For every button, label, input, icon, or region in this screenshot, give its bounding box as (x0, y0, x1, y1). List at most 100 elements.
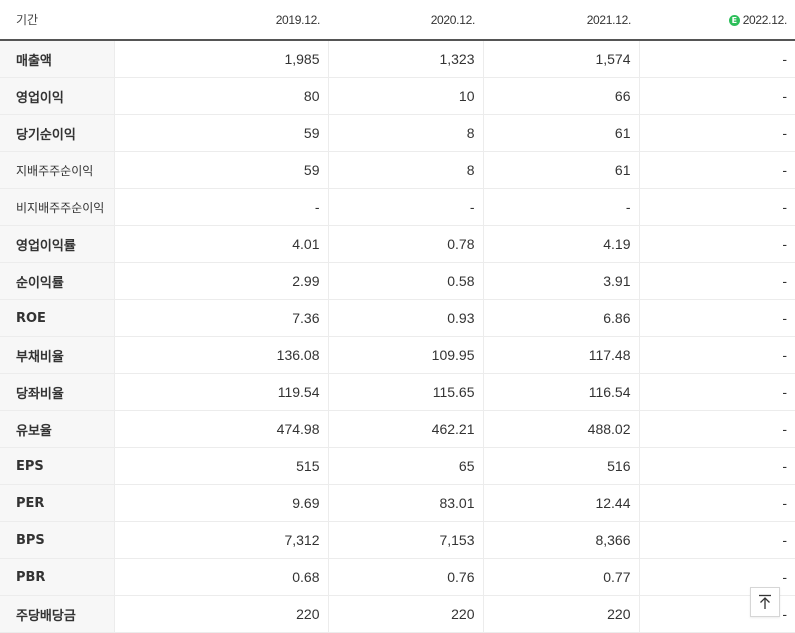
row-value: 0.78 (328, 225, 484, 263)
row-value: 65 (328, 447, 484, 485)
row-value: 7.36 (114, 299, 329, 337)
scroll-to-top-button[interactable] (750, 587, 780, 617)
table-row: PBR 0.68 0.76 0.77- (0, 558, 795, 596)
table-row: 지배주주순이익 59 8 61- (0, 151, 795, 189)
row-label: 유보율 (0, 410, 115, 448)
row-value: 83.01 (328, 484, 484, 522)
row-value: 136.08 (114, 336, 329, 374)
row-value: - (114, 188, 329, 226)
row-label: 당좌비율 (0, 373, 115, 411)
row-value: 220 (328, 595, 484, 633)
row-value: - (639, 188, 795, 226)
year-header-estimate: E 2022.12. (639, 0, 795, 41)
row-value: 462.21 (328, 410, 484, 448)
row-value: 220 (114, 595, 329, 633)
table-row: 당좌비율 119.54 115.65 116.54- (0, 373, 795, 411)
row-label: 주당배당금 (0, 595, 115, 633)
row-value: 59 (114, 151, 329, 189)
row-label: PBR (0, 558, 115, 596)
table-row: EPS 515 65 516- (0, 447, 795, 485)
table-row: 당기순이익 59 8 61- (0, 114, 795, 152)
row-value: 2.99 (114, 262, 329, 300)
row-value: 4.19 (483, 225, 640, 263)
row-label: 영업이익 (0, 77, 115, 115)
row-value: 66 (483, 77, 640, 115)
row-value: - (483, 188, 640, 226)
table-header-row: 기간 2019.12. 2020.12. 2021.12. E 2022.12. (0, 0, 795, 41)
row-value: 0.77 (483, 558, 640, 596)
row-value: 0.76 (328, 558, 484, 596)
table-row: 비지배주주순이익 - - - - (0, 188, 795, 226)
row-value: 516 (483, 447, 640, 485)
row-value: 7,312 (114, 521, 329, 559)
row-value: 515 (114, 447, 329, 485)
row-label: EPS (0, 447, 115, 485)
row-value: 10 (328, 77, 484, 115)
row-value: 8 (328, 151, 484, 189)
period-header: 기간 (0, 0, 114, 41)
row-label: 당기순이익 (0, 114, 115, 152)
row-value: 119.54 (114, 373, 329, 411)
row-value: 0.93 (328, 299, 484, 337)
row-value: - (639, 447, 795, 485)
row-value: - (639, 114, 795, 152)
table-row: 순이익률 2.99 0.58 3.91- (0, 262, 795, 300)
row-label: ROE (0, 299, 115, 337)
row-label: PER (0, 484, 115, 522)
row-value: 59 (114, 114, 329, 152)
table-row: 매출액 1,985 1,323 1,574- (0, 40, 795, 78)
row-value: - (328, 188, 484, 226)
arrow-up-to-top-icon (759, 594, 771, 609)
row-value: 4.01 (114, 225, 329, 263)
table-row: 주당배당금 220 220 220- (0, 595, 795, 633)
table-row: 영업이익 80 10 66- (0, 77, 795, 115)
row-value: - (639, 262, 795, 300)
row-value: - (639, 521, 795, 559)
row-label: 비지배주주순이익 (0, 188, 115, 226)
row-label: 부채비율 (0, 336, 115, 374)
row-value: - (639, 225, 795, 263)
table-row: PER 9.69 83.01 12.44- (0, 484, 795, 522)
row-label: 순이익률 (0, 262, 115, 300)
estimate-badge-icon: E (728, 14, 740, 26)
row-value: 7,153 (328, 521, 484, 559)
row-value: 3.91 (483, 262, 640, 300)
year-header: 2019.12. (114, 0, 328, 41)
row-value: - (639, 77, 795, 115)
table-row: BPS 7,312 7,153 8,366- (0, 521, 795, 559)
row-value: 8 (328, 114, 484, 152)
row-value: - (639, 410, 795, 448)
row-label: 영업이익률 (0, 225, 115, 263)
row-label: BPS (0, 521, 115, 559)
row-value: 6.86 (483, 299, 640, 337)
row-value: 220 (483, 595, 640, 633)
row-value: 61 (483, 151, 640, 189)
row-label: 매출액 (0, 40, 115, 78)
row-value: - (639, 336, 795, 374)
year-header-label: 2022.12. (742, 12, 788, 27)
table-row: ROE 7.36 0.93 6.86- (0, 299, 795, 337)
row-value: 9.69 (114, 484, 329, 522)
row-value: 116.54 (483, 373, 640, 411)
row-value: 0.68 (114, 558, 329, 596)
table-row: 부채비율 136.08 109.95 117.48- (0, 336, 795, 374)
row-value: - (639, 40, 795, 78)
row-value: 12.44 (483, 484, 640, 522)
row-value: - (639, 151, 795, 189)
row-value: - (639, 299, 795, 337)
row-value: 1,323 (328, 40, 484, 78)
row-value: 1,574 (483, 40, 640, 78)
row-label: 지배주주순이익 (0, 151, 115, 189)
row-value: 488.02 (483, 410, 640, 448)
row-value: 115.65 (328, 373, 484, 411)
year-header: 2020.12. (328, 0, 483, 41)
row-value: 61 (483, 114, 640, 152)
table-row: 영업이익률 4.01 0.78 4.19- (0, 225, 795, 263)
row-value: 117.48 (483, 336, 640, 374)
row-value: 8,366 (483, 521, 640, 559)
row-value: 1,985 (114, 40, 329, 78)
row-value: - (639, 484, 795, 522)
row-value: - (639, 373, 795, 411)
row-value: 80 (114, 77, 329, 115)
